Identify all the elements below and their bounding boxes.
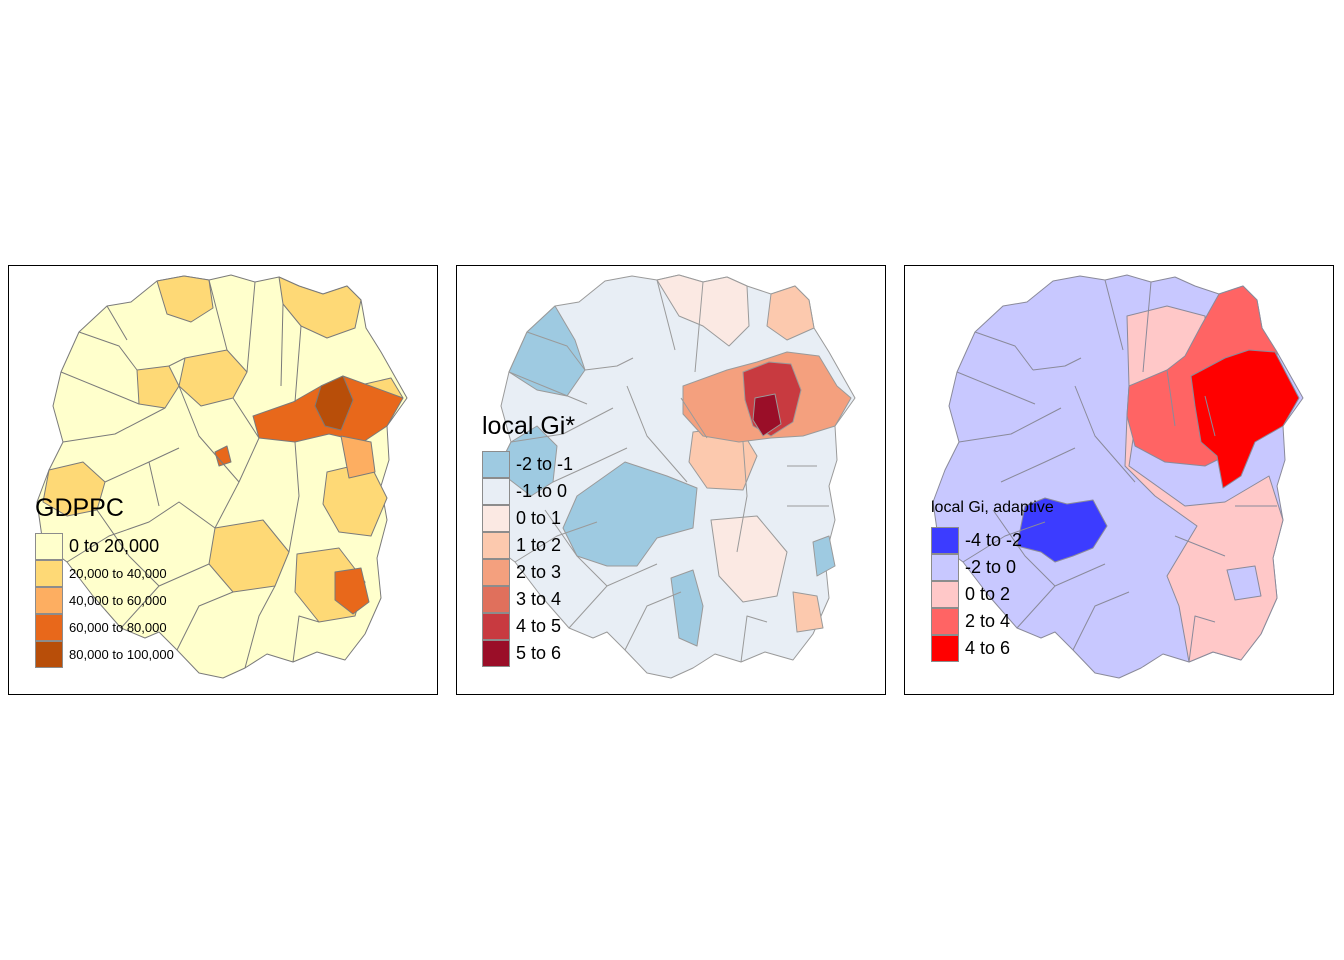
legend-label: -4 to -2 [965,530,1023,550]
legend-label: 40,000 to 60,000 [69,593,167,608]
map-panel-local-gi: local Gi* -2 to -1 -1 to 0 0 to 1 1 to 2… [456,265,886,695]
legend-row: -1 to 0 [482,478,575,505]
legend-row: 0 to 1 [482,505,575,532]
choropleth-map-local-gi-adaptive [932,274,1304,679]
region-gdppc-small [214,445,232,467]
legend-row: 40,000 to 60,000 [35,587,174,614]
legend-label: -1 to 0 [516,481,568,501]
legend-row: -2 to -1 [482,451,575,478]
region-neg-4-2 [1016,497,1108,563]
legend-label: 2 to 3 [516,562,562,582]
legend-row: -4 to -2 [931,527,1054,554]
legend-row: 0 to 20,000 [35,533,174,560]
region-hot-5-6 [752,393,782,437]
region-warm-0-1-b [710,515,788,603]
legend-label: 20,000 to 40,000 [69,566,167,581]
legend-label: 1 to 2 [516,535,562,555]
legend-label: 60,000 to 80,000 [69,620,167,635]
region-southwest-cold [562,461,698,567]
legend-label: 0 to 1 [516,508,562,528]
region-south-cold [670,569,704,647]
legend-swatch [35,641,63,668]
map-panel-local-gi-adaptive: local Gi, adaptive -4 to -2 -2 to 0 0 to… [904,265,1334,695]
district-boundary [508,279,829,663]
legend-swatch [931,554,959,581]
region-gdppc-southeast [334,567,370,615]
district-boundary [60,279,320,669]
legend-swatch [35,560,63,587]
region-gdppc-80-100 [314,375,354,431]
legend-label: -2 to 0 [965,557,1017,577]
legend-row: 1 to 2 [482,532,575,559]
region-northeast [278,276,362,339]
legend-label: 4 to 5 [516,616,562,636]
region-warm-0-1 [656,274,750,347]
legend-swatch [35,533,63,560]
legend-row: 20,000 to 40,000 [35,560,174,587]
legend-label: 3 to 4 [516,589,562,609]
region-west-cold [508,305,586,397]
region-neg-small [1226,565,1262,601]
legend-swatch [482,505,510,532]
region-pos-4-6 [1190,349,1300,489]
region-east-cold [812,535,836,577]
choropleth-map-local-gi [484,274,856,679]
legend-swatch [482,613,510,640]
district-boundary [956,279,1277,663]
legend-swatch [482,640,510,667]
legend-label: 2 to 4 [965,611,1011,631]
region-warm-1-2 [766,285,815,341]
region-gdppc-40-60 [340,435,376,479]
legend-swatch [482,478,510,505]
legend-swatch [35,614,63,641]
map-panel-gdppc: GDPPC 0 to 20,000 20,000 to 40,000 40,00… [8,265,438,695]
legend-label: 5 to 6 [516,643,562,663]
legend-title: local Gi, adaptive [931,499,1054,516]
legend-title: GDPPC [35,494,124,522]
legend-swatch [931,635,959,662]
legend-gdppc: GDPPC 0 to 20,000 20,000 to 40,000 40,00… [35,496,174,668]
legend-row: 80,000 to 100,000 [35,641,174,668]
legend-row: 0 to 2 [931,581,1054,608]
legend-label: 0 to 20,000 [69,536,160,556]
legend-label: 0 to 2 [965,584,1011,604]
legend-swatch [482,559,510,586]
legend-swatch [931,608,959,635]
legend-row: -2 to 0 [931,554,1054,581]
region-west-central [136,365,180,409]
legend-row: 2 to 4 [931,608,1054,635]
legend-label: 4 to 6 [965,638,1011,658]
legend-local-gi-adaptive: local Gi, adaptive -4 to -2 -2 to 0 0 to… [931,500,1054,662]
legend-row: 5 to 6 [482,640,575,667]
region-north [156,275,214,323]
region-warm-1-2-c [792,591,824,633]
legend-row: 3 to 4 [482,586,575,613]
legend-swatch [931,581,959,608]
legend-swatch [482,586,510,613]
legend-row: 4 to 5 [482,613,575,640]
legend-local-gi: local Gi* -2 to -1 -1 to 0 0 to 1 1 to 2… [482,414,575,667]
legend-swatch [482,451,510,478]
legend-swatch [35,587,63,614]
legend-label: -2 to -1 [516,454,574,474]
legend-row: 60,000 to 80,000 [35,614,174,641]
legend-title: local Gi* [482,412,576,440]
legend-row: 2 to 3 [482,559,575,586]
legend-row: 4 to 6 [931,635,1054,662]
choropleth-map-gdppc [36,274,408,679]
legend-swatch [482,532,510,559]
legend-label: 80,000 to 100,000 [69,647,174,662]
legend-swatch [931,527,959,554]
